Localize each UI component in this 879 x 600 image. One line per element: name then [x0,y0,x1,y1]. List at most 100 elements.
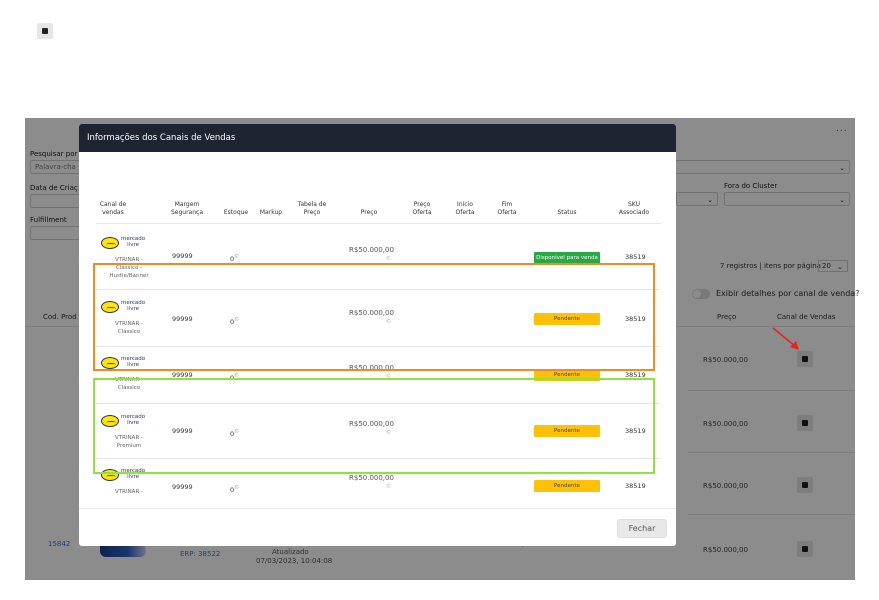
info-icon: © [234,373,240,379]
info-icon: © [386,256,391,262]
col-preco: Preço [360,209,378,216]
stock-value: 0© [230,317,240,327]
channel-button[interactable] [797,477,813,493]
channel-details-label: Exibir detalhes por canal de venda? [716,289,860,298]
info-icon: © [386,430,391,436]
status-badge: Disponível para venda [534,252,600,264]
status-badge: Pendente [534,425,600,437]
product-code-link[interactable]: 15842 [48,540,71,548]
channel-button[interactable] [797,541,813,557]
row-divider [688,514,855,515]
margin-value: 99999 [172,371,193,379]
channels-modal: Informações dos Canais de Vendas Canal d… [79,124,676,546]
channel-name: VTRINAR - Clássico - Hustle/Banner [109,257,149,279]
box-icon [802,356,808,362]
channel-button[interactable] [797,351,813,367]
creation-date-label: Data de Criaç [30,184,78,192]
channel-name: VTRINAR - Clássico [115,377,143,391]
chevron-down-icon: ⌄ [707,196,713,204]
row-price: R$50.000,00 [703,356,748,364]
col-tabela: Tabela de Preço [297,201,327,216]
sku-value: 38519 [625,253,646,261]
channel-name: VTRINAR - Premium [115,489,143,495]
per-page-value: 20 [822,262,831,270]
col-estoque: Estoque [223,209,249,216]
info-icon: © [386,319,391,325]
col-canal: Canal de vendas [99,201,127,216]
mercado-livre-logo: mercado livre [101,414,145,428]
more-options-button[interactable]: ... [836,124,848,134]
handshake-icon [101,415,119,427]
sku-value: 38519 [625,482,646,490]
margin-value: 99999 [172,252,193,260]
price-value: R$50.000,00 [349,364,394,372]
row-divider [688,390,855,391]
row-divider [96,403,661,404]
filter-select[interactable]: ⌄ [676,192,718,206]
modal-header-divider [96,223,661,224]
handshake-icon [101,357,119,369]
search-placeholder: Palavra-cha [35,163,76,171]
orange-highlight-box [93,263,655,371]
stock-value: 0© [230,485,240,495]
stock-value: 0© [230,254,240,264]
modal-body: Canal de vendas Margem Segurança Estoque… [79,152,676,508]
info-icon: © [234,317,240,323]
info-icon: © [234,254,240,260]
price-value: R$50.000,00 [349,420,394,428]
info-icon: © [234,429,240,435]
box-icon [802,420,808,426]
sku-value: 38519 [625,427,646,435]
sku-erp[interactable]: ERP: 38522 [180,550,221,558]
per-page-select[interactable]: 20 ⌄ [818,260,848,272]
row-divider [96,346,661,347]
green-highlight-box [93,378,655,474]
info-icon: © [386,484,391,490]
cluster-select[interactable]: ⌄ [724,192,850,206]
col-preco: Preço [717,313,737,321]
channel-details-toggle[interactable] [692,289,710,299]
col-status: Status [557,209,577,216]
col-canal-vendas: Canal de Vendas [777,313,836,321]
channel-name: VTRINAR - Premium [115,435,143,449]
status-badge: Pendente [534,480,600,492]
col-preco-oferta: Preço Oferta [412,201,432,216]
price-value: R$50.000,00 [349,309,394,317]
chevron-down-icon: ⌄ [839,196,845,204]
price-value: R$50.000,00 [349,246,394,254]
info-icon: © [234,485,240,491]
margin-value: 99999 [172,483,193,491]
updated-label: Atualizado [272,548,309,556]
modal-title: Informações dos Canais de Vendas [87,133,236,143]
updated-timestamp: 07/03/2023, 10:04:08 [256,557,333,565]
fulfillment-label: Fulfillment [30,216,67,224]
close-button[interactable]: Fechar [617,519,667,538]
sku-value: 38519 [625,315,646,323]
channel-button[interactable] [797,415,813,431]
mercado-livre-logo: mercado livre [101,236,145,250]
mercado-livre-logo: mercado livre [101,356,145,370]
handshake-icon [101,301,119,313]
pagination-summary: 7 registros | itens por página [720,262,821,270]
col-fim-oferta: Fim Oferta [497,201,517,216]
sku-value: 38519 [625,371,646,379]
modal-header: Informações dos Canais de Vendas [79,124,676,152]
col-inicio-oferta: Início Oferta [455,201,475,216]
row-price: R$50.000,00 [703,420,748,428]
col-sku: SKU Associado [618,201,650,216]
chevron-down-icon: ⌄ [837,263,843,271]
col-cod-prod: Cod. Prod [43,313,77,321]
row-price: R$50.000,00 [703,482,748,490]
margin-value: 99999 [172,427,193,435]
info-icon: © [386,374,391,380]
stock-value: 0© [230,429,240,439]
box-icon [42,28,48,34]
channel-name: VTRINAR - Clássico [115,321,143,335]
top-channel-button[interactable] [37,23,53,39]
search-by-label: Pesquisar por [30,150,78,158]
chevron-down-icon: ⌄ [839,164,845,172]
cluster-label: Fora do Cluster [724,182,778,190]
col-margem: Margem Segurança [170,201,204,216]
modal-footer: Fechar [79,508,676,546]
